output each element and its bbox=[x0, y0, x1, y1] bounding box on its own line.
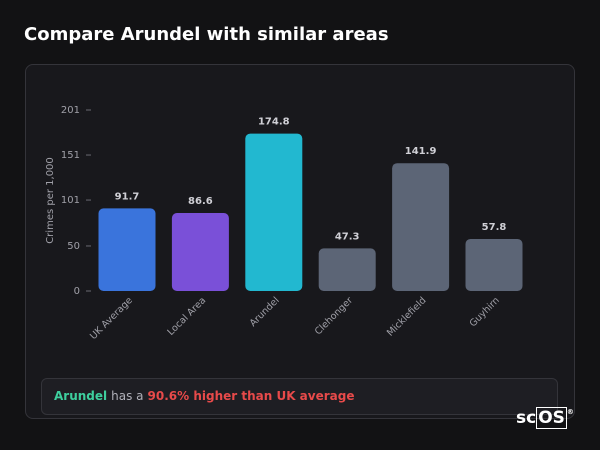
x-tick-label: UK Average bbox=[88, 295, 135, 342]
value-label: 174.8 bbox=[258, 117, 290, 128]
value-label: 141.9 bbox=[405, 146, 437, 157]
y-tick-label: 50 bbox=[67, 241, 80, 252]
value-label: 57.8 bbox=[482, 222, 507, 233]
y-tick-label: 101 bbox=[61, 195, 80, 206]
x-tick-label: Guyhirn bbox=[468, 295, 502, 329]
x-tick-label: Arundel bbox=[248, 295, 282, 329]
page-title: Compare Arundel with similar areas bbox=[24, 24, 389, 45]
bar bbox=[245, 133, 303, 291]
x-tick-label: Micklefield bbox=[385, 295, 429, 339]
bar bbox=[465, 238, 523, 291]
y-axis-label: Crimes per 1,000 bbox=[45, 157, 56, 244]
logo-text: OS bbox=[536, 407, 567, 429]
value-label: 47.3 bbox=[335, 231, 360, 242]
x-tick-label: Local Area bbox=[165, 295, 208, 338]
note-text: has a bbox=[111, 389, 144, 403]
value-label: 86.6 bbox=[188, 196, 213, 207]
y-tick-label: 151 bbox=[61, 150, 80, 161]
bar bbox=[98, 208, 156, 291]
y-tick-label: 0 bbox=[74, 286, 80, 297]
x-tick-label: Clehonger bbox=[313, 295, 355, 337]
bar bbox=[318, 248, 376, 291]
logo-mark: ® bbox=[566, 408, 574, 416]
note-highlight: 90.6% higher than UK average bbox=[147, 389, 355, 403]
note-area: Arundel bbox=[54, 389, 108, 403]
logo: sc OS ® bbox=[516, 407, 574, 429]
logo-text: sc bbox=[516, 408, 537, 428]
bar bbox=[171, 213, 229, 291]
y-tick-label: 201 bbox=[61, 105, 80, 116]
value-label: 91.7 bbox=[115, 191, 140, 202]
bar bbox=[392, 163, 450, 291]
comparison-note: Arundel has a 90.6% higher than UK average bbox=[41, 378, 558, 415]
